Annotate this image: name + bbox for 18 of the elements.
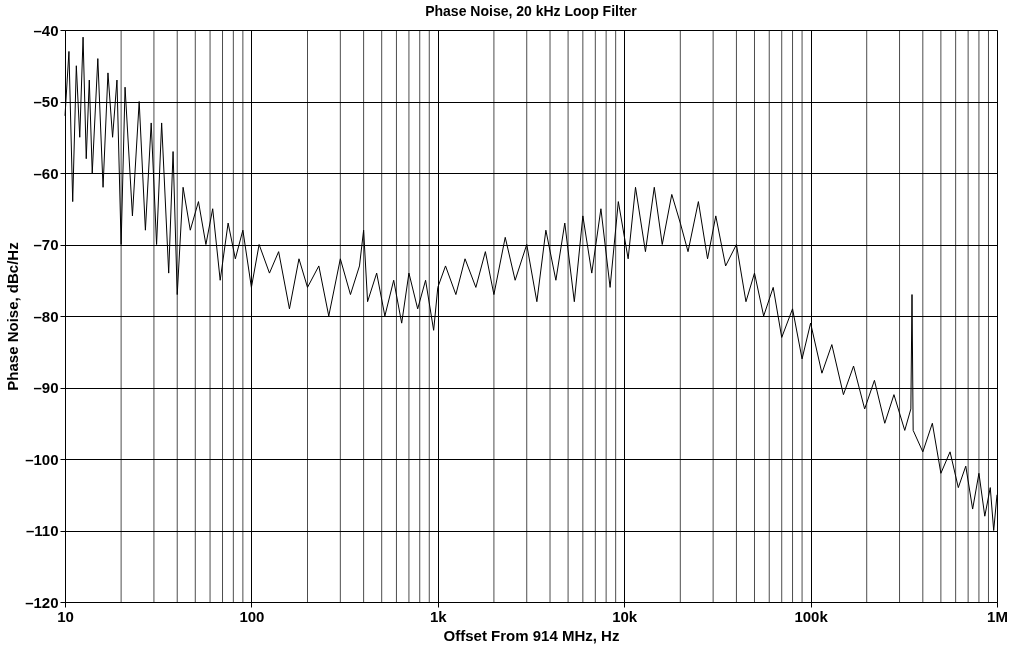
- x-tick-label: 10k: [612, 607, 638, 625]
- x-tick-label: 1M: [987, 607, 1008, 625]
- y-tick-label: –40: [33, 21, 59, 39]
- y-tick-label: –70: [33, 236, 59, 253]
- x-tick-label: 10: [57, 607, 74, 625]
- y-tick-label: –90: [33, 379, 59, 396]
- x-tick-label: 100k: [794, 607, 829, 625]
- y-tick-label: –80: [33, 307, 59, 325]
- y-tick-label: –100: [25, 450, 59, 468]
- y-tick-label: –50: [33, 93, 59, 110]
- x-axis-title: Offset From 914 MHz, Hz: [443, 626, 620, 644]
- x-tick-label: 1k: [429, 607, 448, 625]
- y-axis-title: Phase Noise, dBc/Hz: [4, 242, 22, 391]
- x-tick-label: 100: [239, 607, 265, 625]
- chart-title: Phase Noise, 20 kHz Loop Filter: [425, 3, 638, 19]
- y-tick-label: –60: [33, 164, 59, 182]
- y-tick-label: –110: [25, 522, 59, 539]
- y-tick-label: –120: [25, 593, 59, 611]
